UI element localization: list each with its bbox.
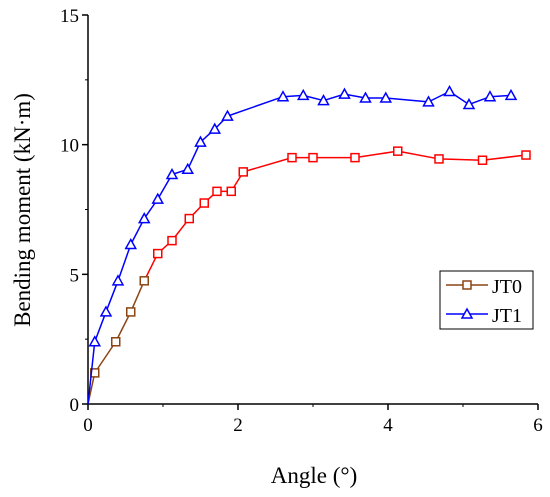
data-point-jt0	[153, 248, 163, 259]
legend-marker-jt0	[462, 280, 472, 290]
data-point-jt1	[111, 274, 125, 286]
series-segment-jt1	[117, 244, 132, 282]
y-tick-label: 0	[70, 395, 80, 416]
y-tick-label: 15	[60, 6, 79, 27]
data-point-jt0	[393, 146, 403, 156]
data-point-jt1	[194, 135, 207, 147]
data-point-jt1	[165, 167, 179, 180]
legend-label-jt1: JT1	[492, 305, 522, 327]
data-point-jt1	[483, 90, 497, 102]
legend-entry-jt0: JT0	[446, 276, 522, 298]
series-segment-jt1	[87, 341, 96, 405]
data-point-jt0	[212, 186, 222, 197]
data-point-jt1	[422, 95, 435, 107]
data-point-jt0	[434, 154, 444, 164]
series-segment-jt0	[130, 280, 145, 313]
x-axis-label: Angle (°)	[271, 463, 357, 488]
series-segment-jt0	[354, 150, 398, 159]
series-segment-jt0	[482, 154, 527, 161]
data-point-jt1	[124, 237, 138, 250]
series-segment-jt1	[94, 311, 107, 343]
legend-label-jt0: JT0	[492, 276, 522, 298]
series-segment-jt0	[115, 311, 132, 343]
data-point-jt1	[443, 84, 456, 97]
series-segment-jt0	[94, 341, 117, 374]
series-segment-jt1	[385, 97, 429, 103]
x-tick-label: 2	[233, 415, 243, 436]
data-point-jt1	[296, 88, 310, 101]
data-point-jt1	[181, 162, 195, 175]
series-segment-jt0	[243, 156, 293, 173]
axis-ticks: 0 2 4 6 0 5 10 15	[60, 6, 543, 436]
series-segment-jt1	[105, 280, 119, 313]
data-point-jt0	[477, 155, 488, 165]
data-point-jt1	[99, 305, 113, 317]
series-segment-jt0	[397, 150, 440, 160]
data-point-jt0	[111, 337, 121, 347]
plot-area: 0 2 4 6 0 5 10 15	[60, 6, 543, 436]
data-point-jt0	[226, 186, 236, 197]
series-layer	[87, 84, 531, 405]
legend-entry-jt1: JT1	[446, 305, 522, 327]
series-jt1	[87, 84, 518, 405]
data-point-jt0	[350, 152, 360, 163]
legend-box	[439, 270, 534, 330]
series-segment-jt0	[438, 158, 483, 161]
data-point-jt1	[317, 94, 330, 106]
data-point-jt0	[199, 198, 209, 208]
data-point-jt1	[462, 97, 476, 110]
data-point-jt0	[139, 276, 149, 286]
x-tick-label: 6	[533, 415, 543, 436]
data-point-jt0	[521, 150, 531, 160]
series-segment-jt1	[227, 95, 284, 117]
data-point-jt1	[338, 87, 351, 99]
y-axis-label: Bending moment (kN·m)	[10, 93, 35, 327]
y-tick-label: 10	[60, 136, 79, 157]
legend-marker-jt1	[460, 307, 474, 319]
data-point-jt1	[379, 91, 393, 103]
data-point-jt1	[208, 122, 222, 134]
data-point-jt0	[287, 152, 297, 163]
data-point-jt1	[221, 109, 234, 121]
data-point-jt1	[88, 335, 102, 347]
data-point-jt0	[126, 307, 136, 317]
data-point-jt0	[238, 167, 248, 177]
data-point-jt1	[504, 88, 518, 101]
x-tick-label: 0	[83, 415, 93, 436]
y-tick-label: 5	[70, 265, 80, 286]
data-point-jt1	[276, 90, 290, 102]
data-point-jt1	[137, 212, 151, 224]
legend: JT0 JT1	[439, 270, 534, 330]
data-point-jt1	[151, 192, 165, 204]
x-tick-label: 4	[383, 415, 393, 436]
data-point-jt0	[167, 235, 177, 246]
data-point-jt0	[184, 213, 194, 224]
data-point-jt0	[308, 152, 318, 163]
series-jt0	[87, 146, 531, 405]
data-point-jt1	[359, 91, 372, 103]
